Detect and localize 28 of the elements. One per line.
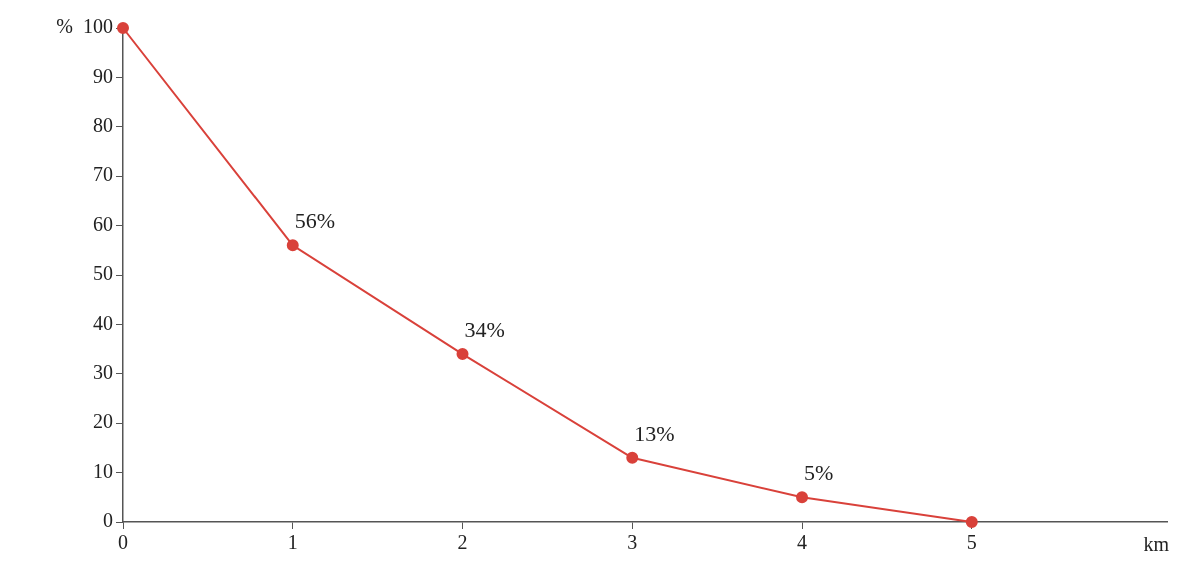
y-tick-label: 60 [93, 212, 113, 235]
x-tick-label: 2 [457, 531, 468, 554]
y-tick-label: 70 [93, 163, 113, 186]
point [456, 348, 469, 361]
x-axis-title: km [1143, 533, 1170, 556]
data-label: 5% [804, 460, 834, 486]
data-label: 34% [464, 316, 505, 342]
x-tick-label: 3 [627, 531, 638, 554]
y-tick-label: 0 [103, 509, 113, 532]
y-tick-label: 90 [93, 64, 113, 87]
y-tick-label: 50 [93, 262, 113, 285]
point [965, 516, 978, 528]
data-label: 13% [634, 420, 675, 446]
point [796, 491, 809, 504]
y-tick-label: 40 [93, 311, 113, 334]
data-label: 56% [294, 208, 336, 234]
y-tick-label: 80 [93, 114, 113, 137]
x-tick-label: 1 [287, 531, 298, 554]
x-tick-label: 0 [118, 531, 128, 554]
point [286, 239, 299, 252]
point [626, 451, 639, 464]
x-tick-label: 5 [966, 531, 977, 554]
y-tick-label: 20 [93, 410, 113, 433]
y-tick-label: 10 [93, 459, 113, 482]
y-tick-label: 30 [93, 361, 113, 384]
y-axis-title: % [56, 15, 73, 38]
x-tick-label: 4 [797, 531, 808, 554]
y-tick-label: 100 [83, 15, 113, 38]
